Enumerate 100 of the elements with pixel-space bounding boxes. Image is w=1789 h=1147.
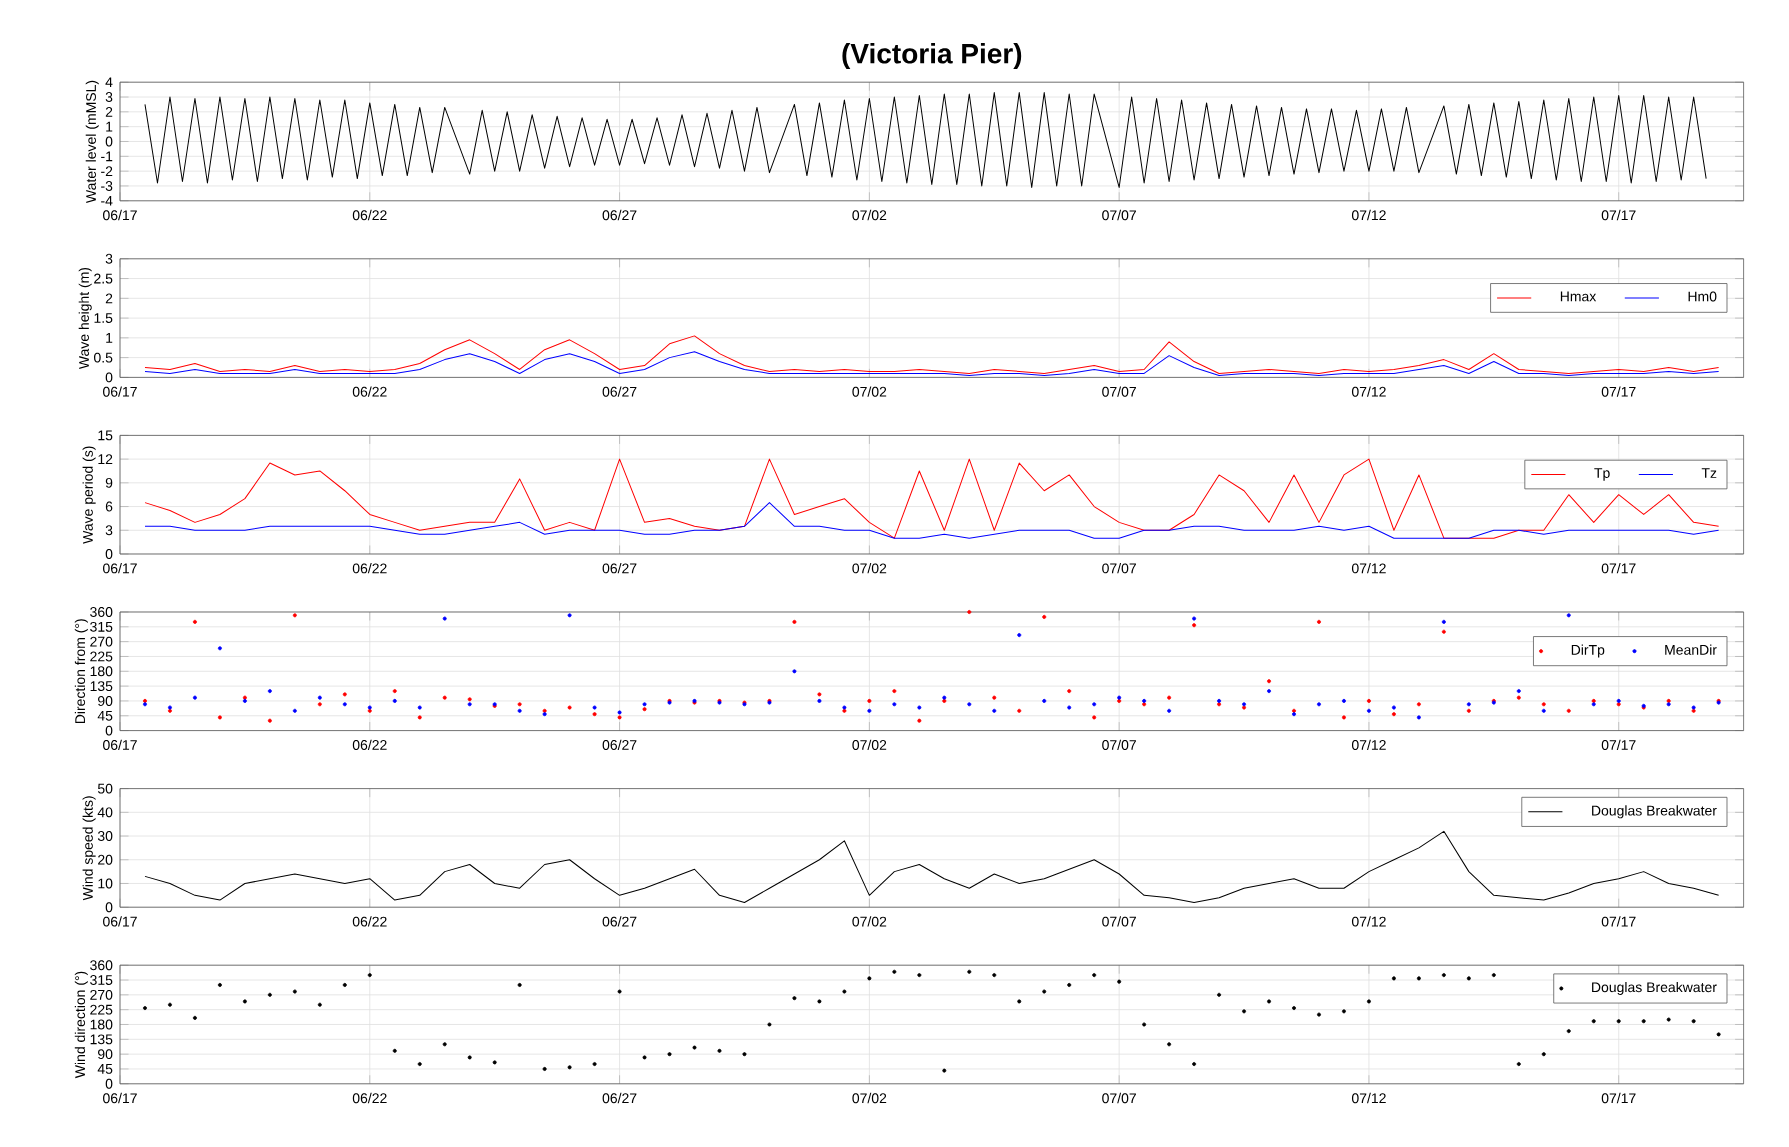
x-tick-label: 06/17 [103,563,137,574]
y-tick-label: -3 [101,181,113,191]
x-tick-label: 07/12 [1351,563,1386,574]
x-tick-label: 06/27 [602,209,637,221]
x-tick-label: 06/22 [352,739,387,750]
y-tick-label: 2 [105,106,113,117]
y-tick-label: 0 [105,902,113,913]
y-axis-title: Wind speed (kts) [82,796,96,901]
y-tick-label: -2 [101,166,113,177]
x-tick-label: 07/17 [1601,1092,1636,1104]
x-tick-label: 06/27 [602,563,637,574]
x-tick-label: 07/17 [1601,209,1636,221]
y-tick-label: 2 [105,293,113,304]
y-tick-label: 20 [98,854,113,865]
legend-label: Hmax [1560,291,1597,302]
y-axis-title: Wave height (m) [78,267,92,370]
x-tick-label: 07/12 [1351,1092,1386,1104]
y-axis-title: Water level (mMSL) [85,80,99,204]
y-tick-label: 4 [105,77,113,88]
y-tick-label: 1.5 [94,313,113,323]
y-tick-label: 180 [90,666,113,677]
y-tick-label: 9 [105,477,113,488]
y-tick-label: 270 [90,989,113,1000]
x-tick-label: 06/22 [352,916,387,927]
y-tick-label: 180 [90,1019,113,1030]
y-tick-label: 135 [90,681,113,692]
x-tick-label: 07/07 [1102,1092,1136,1104]
x-tick-label: 06/17 [103,916,137,927]
y-tick-label: -4 [101,195,113,206]
y-tick-label: 90 [98,696,113,706]
y-tick-label: 90 [98,1049,113,1060]
x-tick-label: 07/07 [1102,209,1136,221]
y-tick-label: 2.5 [94,273,113,284]
y-tick-label: 225 [90,651,113,662]
y-tick-label: 0 [105,1078,113,1089]
y-tick-label: 50 [97,783,113,794]
x-tick-label: 06/17 [103,386,137,397]
y-tick-label: 315 [90,621,113,632]
line-series [144,335,1720,374]
x-tick-label: 07/17 [1601,386,1636,397]
x-tick-label: 07/02 [852,1092,887,1104]
y-tick-label: 270 [90,636,113,647]
y-tick-label: 0 [105,549,113,559]
y-tick-label: 315 [90,975,113,985]
x-tick-label: 07/02 [852,916,887,927]
y-tick-label: 45 [97,1064,113,1074]
legend-label: Tz [1701,468,1717,478]
x-tick-label: 07/12 [1351,739,1386,750]
x-tick-label: 06/27 [602,916,637,927]
x-tick-label: 07/07 [1102,563,1136,574]
x-tick-label: 06/22 [352,1092,387,1104]
y-tick-label: 0 [105,136,113,147]
x-tick-label: 07/02 [852,386,887,397]
x-tick-label: 07/17 [1601,916,1636,927]
x-tick-label: 07/12 [1351,209,1386,221]
y-tick-label: 12 [98,454,113,464]
y-axis-title: Wave period (s) [82,446,96,544]
y-tick-label: 1 [106,121,113,132]
x-tick-label: 07/02 [852,563,887,574]
y-tick-label: 6 [105,501,113,512]
legend-label: DirTp [1571,644,1605,658]
y-tick-label: -1 [101,151,113,162]
y-tick-label: 3 [105,92,113,102]
y-tick-label: 225 [90,1004,113,1015]
x-tick-label: 06/27 [602,1092,637,1104]
y-tick-label: 15 [98,430,113,441]
y-tick-label: 360 [90,960,113,971]
legend-label: Douglas Breakwater [1592,805,1717,819]
y-tick-label: 3 [105,253,113,264]
y-tick-label: 3 [105,525,113,536]
y-axis-title: Wind direction (°) [74,971,88,1079]
x-tick-label: 07/17 [1601,739,1636,750]
x-tick-label: 06/17 [103,209,137,221]
x-tick-label: 06/22 [352,563,387,574]
x-tick-label: 07/12 [1351,386,1386,397]
legend-label: Hm0 [1688,291,1717,302]
chart-title: (Victoria Pier) [842,43,1022,70]
x-tick-label: 07/07 [1102,739,1136,750]
y-tick-label: 40 [97,807,113,818]
x-tick-label: 07/07 [1102,916,1136,927]
x-tick-label: 06/22 [352,209,387,221]
x-tick-label: 06/17 [103,739,137,750]
y-tick-label: 45 [97,710,113,721]
legend-label: MeanDir [1665,644,1717,655]
x-tick-label: 07/12 [1351,916,1386,927]
y-tick-label: 0 [105,372,113,383]
y-tick-label: 1 [106,333,113,343]
legend-label: Douglas Breakwater [1592,981,1717,995]
y-tick-label: 10 [98,878,113,889]
x-tick-label: 07/02 [852,209,887,221]
x-tick-label: 07/07 [1102,386,1136,397]
x-tick-label: 07/02 [852,739,887,750]
x-tick-label: 06/27 [602,739,637,750]
y-tick-label: 30 [97,831,113,841]
y-tick-label: 0.5 [94,352,113,363]
y-tick-label: 360 [90,607,113,617]
y-axis-title: Direction from (°) [74,619,88,724]
y-tick-label: 0 [105,725,113,736]
x-tick-label: 06/27 [602,386,637,397]
legend-label: Tp [1594,468,1610,481]
